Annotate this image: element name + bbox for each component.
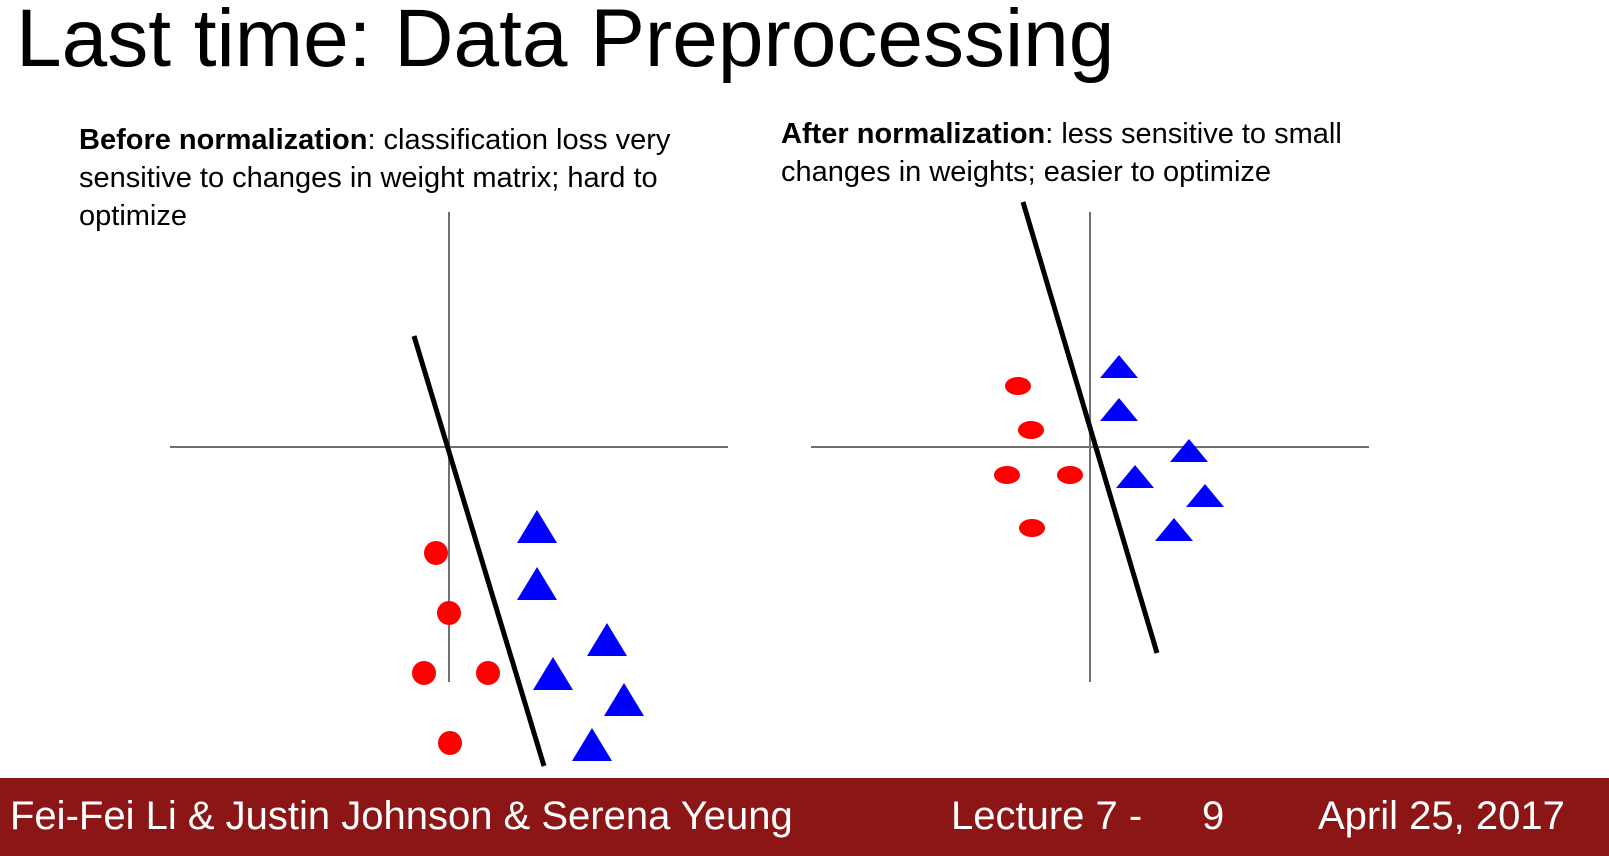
before-decision-boundary [411, 335, 547, 767]
after-decision-boundary [1020, 201, 1160, 654]
after-triangle-point [1116, 465, 1154, 488]
before-circle-point [437, 601, 461, 625]
before-triangle-points [517, 510, 644, 761]
footer-authors: Fei-Fei Li & Justin Johnson & Serena Yeu… [10, 794, 793, 838]
caption-after-normalization: After normalization: less sensitive to s… [781, 115, 1441, 191]
before-circle-point [438, 731, 462, 755]
after-triangle-point [1155, 518, 1193, 541]
before-circle-point [476, 661, 500, 685]
before-triangle-point [533, 657, 573, 690]
after-triangle-point [1170, 439, 1208, 462]
after-circle-point [1005, 377, 1031, 395]
caption-before-normalization: Before normalization: classification los… [79, 121, 719, 235]
panel-after [811, 201, 1369, 682]
before-triangle-point [587, 623, 627, 656]
normalization-diagrams [170, 201, 1369, 767]
slide-footer: Fei-Fei Li & Justin Johnson & Serena Yeu… [0, 778, 1609, 856]
caption-before-text: : classification loss very sensitive to … [79, 124, 671, 232]
caption-before-heading: Before normalization [79, 124, 368, 156]
slide-title: Last time: Data Preprocessing [16, 0, 1115, 84]
before-circle-point [424, 541, 448, 565]
footer-lecture: Lecture 7 - [951, 794, 1143, 838]
before-triangle-point [517, 510, 557, 543]
after-triangle-point [1186, 484, 1224, 507]
before-triangle-point [517, 567, 557, 600]
before-triangle-point [604, 683, 644, 716]
footer-date: April 25, 2017 [1318, 794, 1565, 838]
after-circle-points [994, 377, 1083, 537]
after-triangle-points [1100, 355, 1224, 541]
caption-after-text: : less sensitive to small changes in wei… [781, 118, 1342, 188]
after-circle-point [1018, 421, 1044, 439]
after-circle-point [994, 466, 1020, 484]
after-circle-point [1019, 519, 1045, 537]
after-triangle-point [1100, 355, 1138, 378]
caption-after-heading: After normalization [781, 118, 1046, 150]
after-circle-point [1057, 466, 1083, 484]
footer-page-number: 9 [1202, 794, 1225, 838]
before-circle-points [412, 541, 500, 755]
after-triangle-point [1100, 398, 1138, 421]
before-triangle-point [572, 728, 612, 761]
before-circle-point [412, 661, 436, 685]
panel-before [170, 212, 728, 767]
